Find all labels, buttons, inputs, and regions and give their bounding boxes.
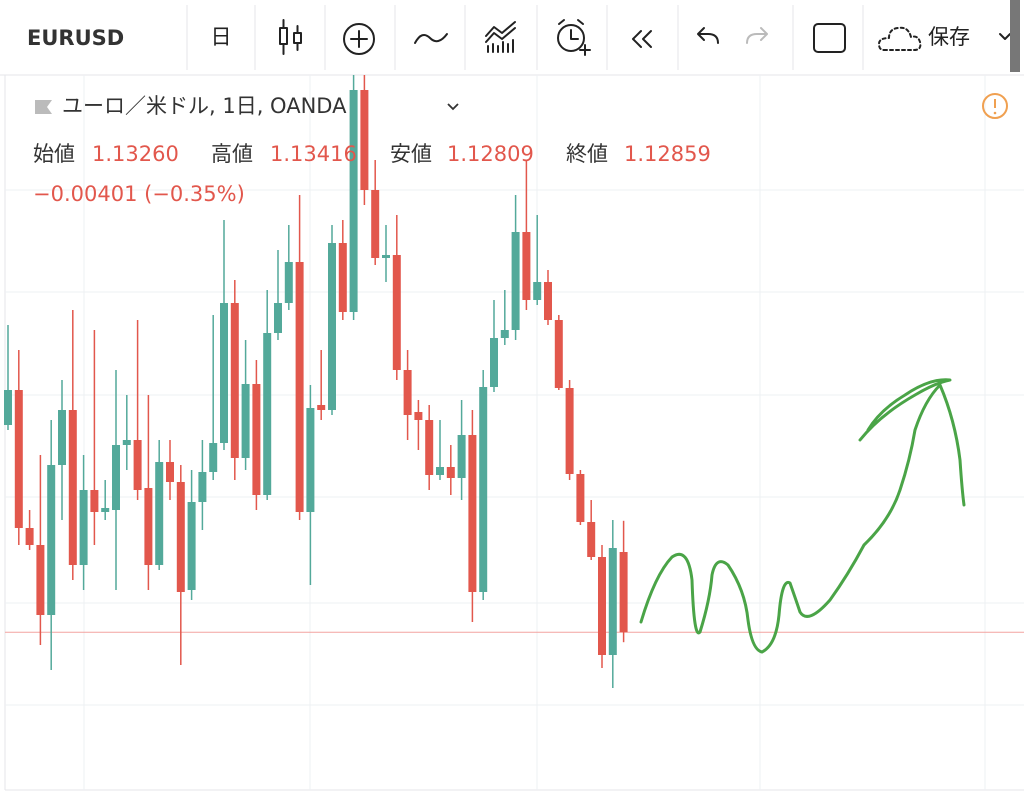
candle-body: [382, 255, 390, 258]
candle-body: [576, 474, 585, 522]
candle-body: [155, 462, 164, 565]
candle-body: [371, 190, 380, 258]
candle-body: [198, 472, 207, 502]
candle-body: [230, 303, 239, 458]
ohlc-name: 終値: [566, 142, 608, 166]
symbol[interactable]: EURUSD: [27, 26, 124, 50]
layout-button[interactable]: [813, 23, 846, 53]
candles: [4, 75, 1024, 688]
candle-body: [14, 390, 23, 528]
candle-type-button[interactable]: [279, 19, 302, 55]
candle-body: [220, 303, 228, 443]
candle-body: [295, 262, 304, 512]
candle-body: [479, 387, 488, 592]
candle-body: [403, 370, 412, 415]
ohlc-value: 1.13260: [92, 142, 179, 166]
candle-body: [511, 232, 520, 330]
financials-button[interactable]: [485, 21, 516, 53]
ohlc-name: 始値: [33, 142, 75, 166]
candle-body: [338, 243, 347, 312]
candle-body: [414, 412, 423, 420]
candle-body: [133, 440, 142, 490]
candle-body: [500, 330, 509, 338]
ohlc-value: 1.12809: [447, 142, 534, 166]
candle-body: [187, 502, 196, 590]
chart-frame: [4, 75, 1024, 791]
candle-body: [241, 384, 250, 458]
candle-body: [619, 552, 628, 633]
ohlc-value: 1.12859: [624, 142, 711, 166]
compare-button[interactable]: [343, 23, 375, 55]
candle-body: [425, 420, 434, 475]
legend-menu-arrow[interactable]: [447, 103, 459, 111]
legend-title[interactable]: ユーロ／米ドル, 1日, OANDA: [62, 94, 347, 118]
candle-body: [144, 488, 153, 565]
ohlc-name: 安値: [390, 142, 432, 166]
ohlc-value: 1.13416: [270, 142, 357, 166]
candle-body: [58, 410, 66, 465]
scrollbar: [1010, 0, 1020, 72]
indicator-button[interactable]: [414, 33, 448, 44]
candle-body: [349, 90, 358, 312]
warning-circle: [982, 93, 1008, 119]
candle-body: [101, 508, 110, 512]
candle-body: [457, 435, 466, 478]
candle-body: [25, 528, 34, 545]
candle-body: [544, 282, 552, 320]
legend: ユーロ／米ドル, 1日, OANDA 始値 1.13260 高値 1.13416…: [33, 94, 711, 206]
candle-body: [328, 243, 336, 410]
candle-body: [490, 338, 498, 387]
warning-dot: [993, 111, 997, 115]
candle-body: [317, 405, 326, 410]
candle-body: [533, 282, 542, 300]
save-button[interactable]: 保存: [928, 25, 970, 49]
candle-body: [47, 465, 56, 615]
candle-body: [122, 440, 131, 445]
save-menu-arrow[interactable]: [999, 33, 1011, 40]
candle-body: [522, 232, 531, 300]
flag-icon[interactable]: [35, 100, 52, 114]
alert-button[interactable]: [557, 19, 591, 56]
toolbar-bg: [0, 0, 1024, 75]
candle-body: [263, 333, 272, 495]
candle-body: [252, 384, 261, 495]
candle-body: [284, 262, 293, 303]
undo-button[interactable]: [697, 27, 719, 44]
candle-body: [176, 482, 185, 592]
warning-icon[interactable]: [982, 93, 1008, 119]
candle-body: [112, 445, 120, 510]
candle-body: [587, 522, 596, 557]
candle-body: [68, 410, 77, 565]
hand-drawn-arrow: [639, 378, 966, 654]
candle-body: [274, 303, 282, 333]
candle-body: [392, 255, 401, 370]
interval-button[interactable]: 日: [211, 25, 232, 49]
candle-body: [598, 557, 606, 655]
candle-body: [4, 390, 12, 425]
candle-body: [79, 490, 88, 565]
candle-body: [360, 90, 369, 190]
candle-body: [166, 462, 174, 482]
candle-body: [468, 435, 477, 592]
candle-body: [554, 320, 563, 388]
candle-body: [90, 490, 99, 512]
redo-button[interactable]: [746, 27, 768, 44]
candle-body: [306, 408, 315, 512]
candle-body: [36, 545, 45, 615]
ohlc-name: 高値: [211, 142, 253, 166]
candle-body: [446, 467, 455, 478]
change: −0.00401 (−0.35%): [33, 182, 245, 206]
candle-body: [436, 467, 444, 475]
candle-body: [209, 443, 218, 472]
toolbar: EURUSD 日 保存: [0, 0, 1024, 76]
candle-body: [608, 548, 617, 655]
cloud-icon: [878, 26, 922, 51]
candle-body: [565, 388, 574, 474]
replay-button[interactable]: [632, 30, 652, 48]
